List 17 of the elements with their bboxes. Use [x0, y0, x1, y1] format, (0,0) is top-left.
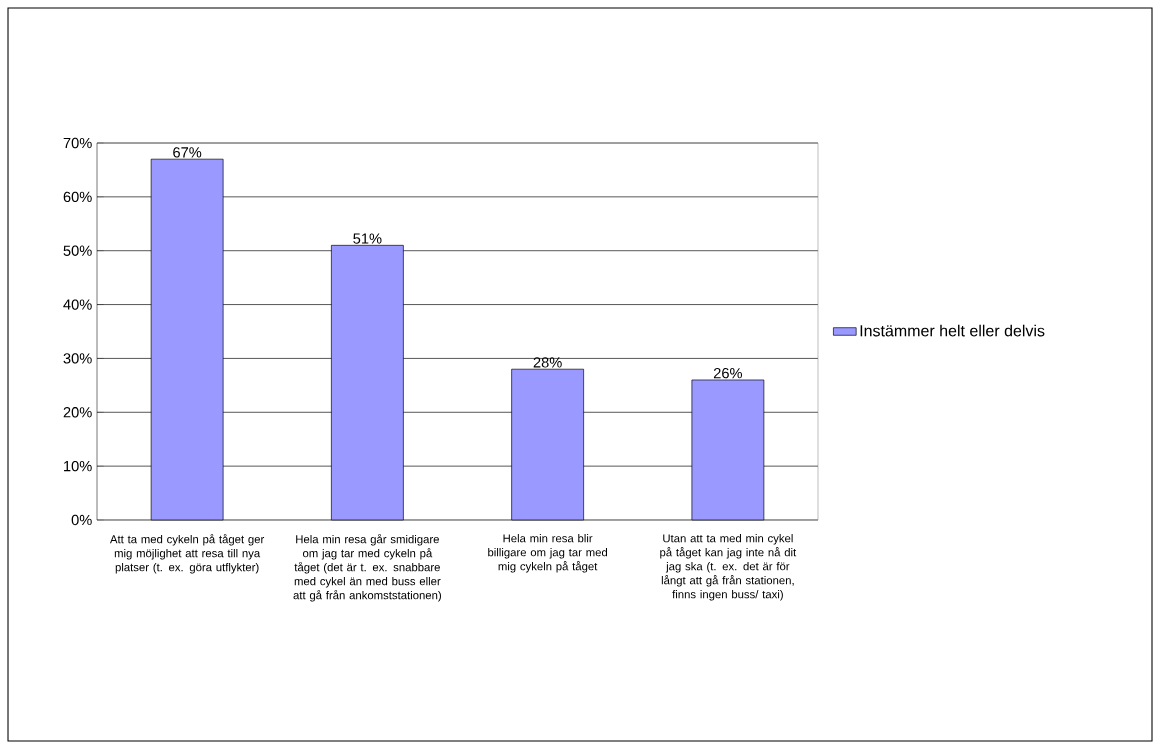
y-tick-label: 10% [64, 460, 92, 472]
legend-label: Instämmer helt eller delvis [860, 324, 1045, 337]
x-tick-label: Utan att ta med min cykel på tåget kan jag inte nå dit jag ska (t. ex. det är för långt att gå från stationen, finns ingen buss/ taxi) [660, 534, 797, 601]
y-tick-label: 60% [63, 191, 92, 203]
y-tick-label: 40% [63, 299, 92, 310]
x-tick-label: Hela min resa blir billigare om jag tar med mig cykeln på tåget [488, 534, 608, 573]
y-tick-label: 0% [71, 514, 92, 526]
text: 51% [353, 233, 382, 244]
y-tick-label: 20% [63, 407, 92, 418]
text: 28% [533, 357, 562, 368]
y-tick-label: 30% [63, 353, 92, 364]
text: 67% [173, 147, 202, 158]
text: 26% [713, 368, 743, 379]
y-tick-label: 50% [63, 245, 92, 256]
x-tick-label: Att ta med cykeln på tåget ger mig möjlighet att resa till nya platser (t. ex. göra utflykter) [109, 534, 265, 574]
y-tick-label: 70% [63, 137, 92, 149]
x-tick-label: Hela min resa går smidigare om jag tar med cykeln på tåget (det är t. ex. snabbare med cykel än med buss eller att gå från ankomststationen) [293, 534, 441, 602]
